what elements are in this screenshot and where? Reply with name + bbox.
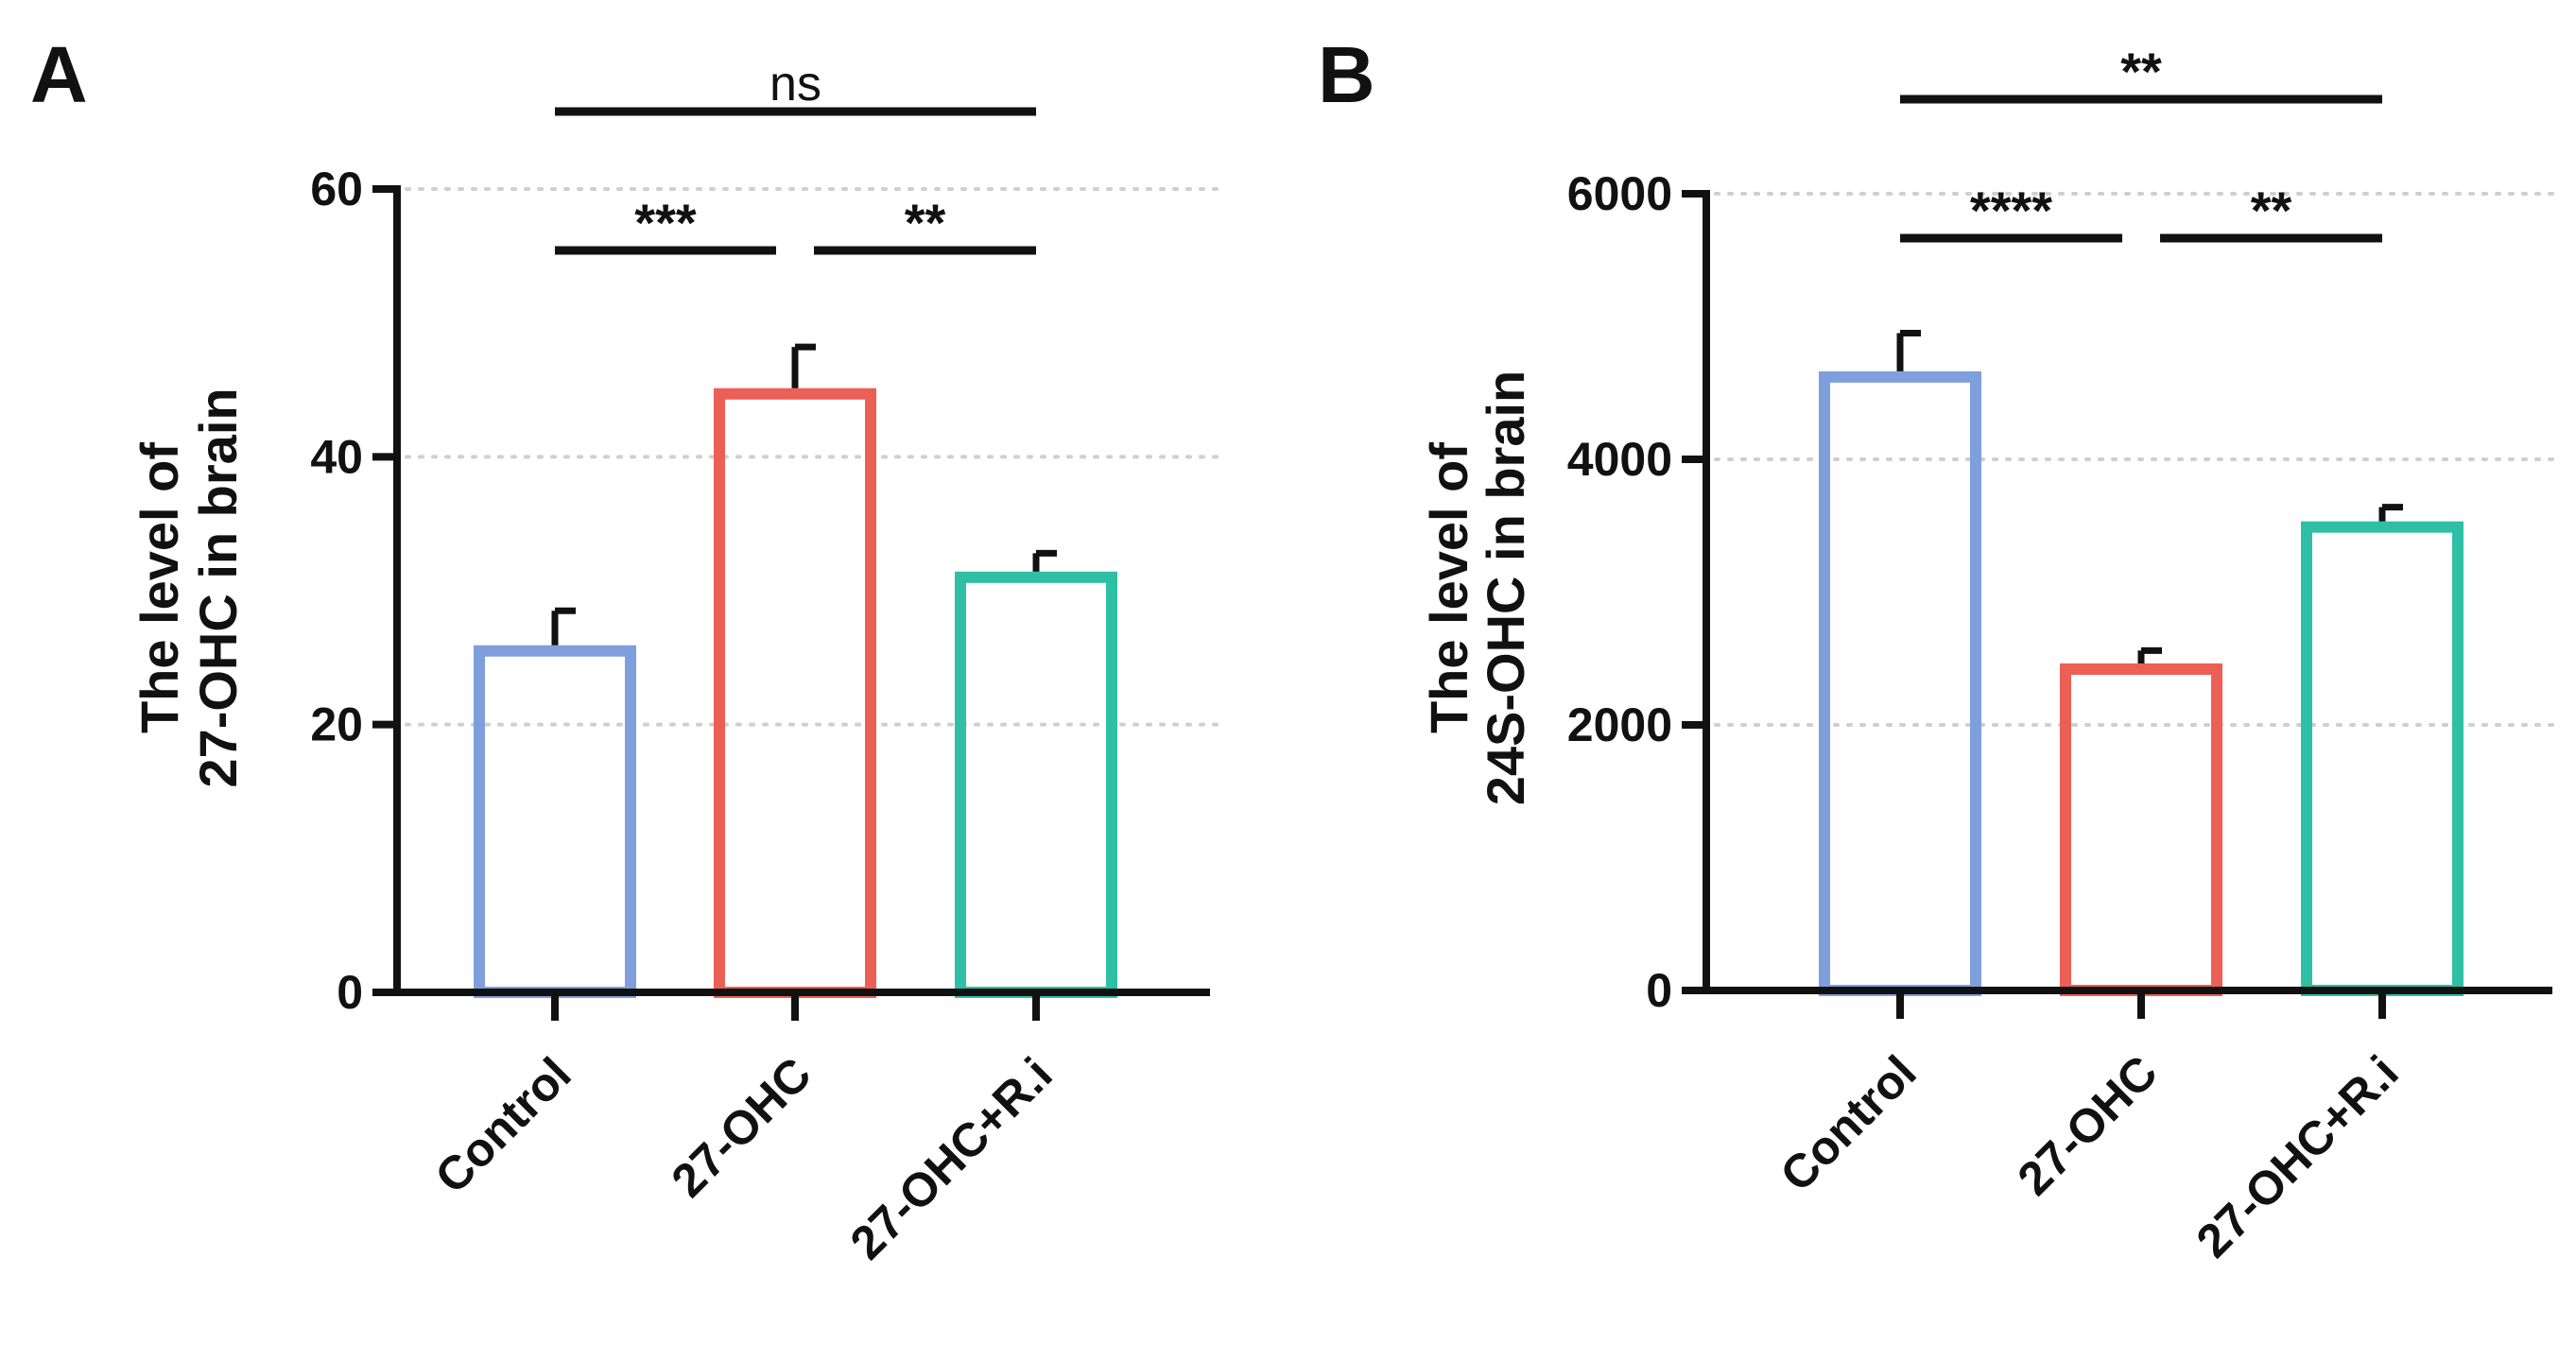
gridlines: [405, 187, 1221, 727]
x-tick-label: 27-OHC+R.i: [840, 1047, 1063, 1269]
significance-label: **: [905, 193, 946, 252]
bar: [474, 645, 636, 998]
axes: [393, 185, 1210, 996]
y-axis-title-line1: The level of: [130, 442, 189, 733]
y-tick-label: 0: [337, 966, 363, 1019]
x-tick-label: 27-OHC+R.i: [2187, 1045, 2409, 1267]
bar: [714, 387, 876, 998]
y-tick-label: 0: [1646, 964, 1672, 1017]
y-ticks: 0 20 40 60: [310, 163, 397, 1019]
y-axis-title-line2: 24S-OHC in brain: [1476, 370, 1535, 806]
y-tick-label: 4000: [1567, 433, 1672, 486]
x-tick-label: 27-OHC: [2008, 1045, 2168, 1205]
panel-letter: A: [30, 30, 88, 119]
bars: [474, 343, 1117, 998]
y-tick-label: 60: [310, 163, 363, 215]
gridlines: [1714, 192, 2554, 727]
bar: [2060, 663, 2222, 996]
x-tick-label: Control: [425, 1047, 581, 1203]
significance-brackets: ns*** **: [555, 57, 1036, 255]
significance-brackets: ****** **: [1900, 42, 2382, 243]
bars: [1819, 330, 2464, 997]
x-tick-labels: Control 27-OHC 27-OHC+R.i: [425, 992, 1063, 1269]
x-tick-label: Control: [1771, 1045, 1927, 1201]
y-tick-label: 20: [310, 698, 363, 751]
significance-label: ***: [634, 193, 697, 252]
significance-label: ns: [769, 57, 821, 112]
bar: [2301, 521, 2464, 997]
significance-label: **: [2120, 42, 2162, 101]
x-tick-label: 27-OHC: [662, 1047, 821, 1207]
significance-label: ****: [1970, 181, 2052, 240]
y-tick-label: 40: [310, 430, 363, 483]
y-axis-title-line1: The level of: [1419, 442, 1478, 733]
significance-label: **: [2251, 181, 2292, 240]
bar: [1819, 370, 1981, 996]
y-ticks: 0 2000 4000 6000: [1567, 167, 1706, 1017]
y-tick-label: 2000: [1567, 698, 1672, 751]
y-axis-title-line2: 27-OHC in brain: [188, 387, 248, 787]
panel-letter: B: [1318, 30, 1375, 119]
bar: [955, 571, 1117, 998]
axes: [1703, 190, 2552, 994]
x-tick-labels: Control 27-OHC 27-OHC+R.i: [1771, 990, 2409, 1267]
y-tick-label: 6000: [1567, 167, 1672, 220]
